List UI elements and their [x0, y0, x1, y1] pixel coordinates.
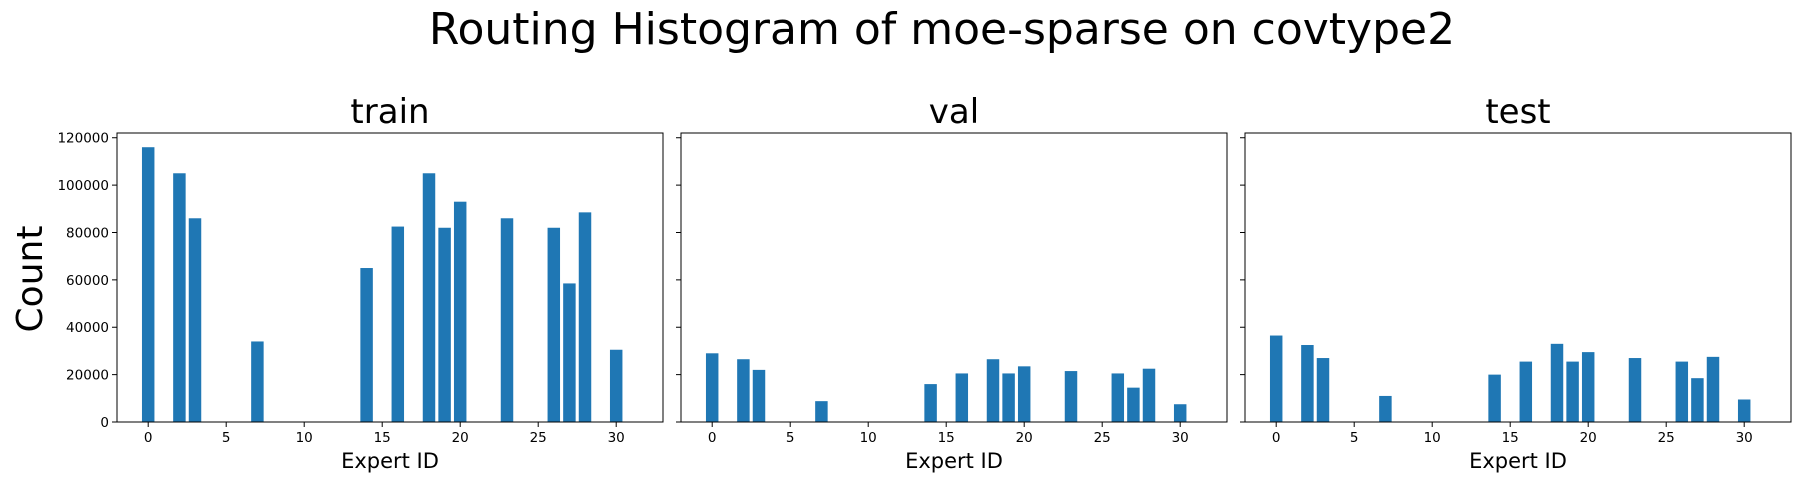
panel-title: test: [1485, 92, 1550, 132]
x-tick-label: 0: [708, 430, 717, 446]
x-axis-label: Expert ID: [1469, 449, 1567, 473]
bar-expert-26: [547, 227, 561, 422]
x-axis-label: Expert ID: [905, 449, 1003, 473]
x-tick-label: 10: [860, 430, 877, 446]
y-tick-label: 40000: [66, 320, 109, 336]
bar-expert-0: [141, 147, 155, 422]
panel-train: train 0 5 10 15 20 25 30 Expert ID 0 20000 40000 600…: [57, 92, 664, 473]
figure-title: Routing Histogram of moe-sparse on covty…: [429, 4, 1455, 55]
x-axis-label: Expert ID: [341, 449, 439, 473]
x-tick-label: 15: [374, 430, 391, 446]
y-tick-label: 60000: [66, 273, 109, 289]
x-tick-label: 25: [1658, 430, 1675, 446]
bar-expert-7: [251, 341, 264, 422]
panel-test: test 0 5 10 15 20 25 30 Expert ID: [1240, 92, 1792, 473]
y-tick-label: 0: [100, 415, 109, 431]
x-tick-label: 5: [1350, 430, 1359, 446]
x-tick-label: 10: [296, 430, 313, 446]
x-tick-label: 5: [786, 430, 795, 446]
bar-expert-16: [955, 373, 969, 422]
panel-title: train: [350, 92, 429, 132]
y-axis: [676, 137, 681, 423]
bar-expert-2: [1301, 345, 1314, 422]
bar-expert-14: [924, 384, 937, 422]
bar-expert-19: [438, 227, 451, 422]
bar-expert-3: [188, 218, 202, 422]
y-tick-label: 120000: [57, 131, 109, 147]
x-tick-label: 30: [608, 430, 625, 446]
bars: [141, 147, 623, 422]
x-tick-label: 0: [1272, 430, 1281, 446]
plot-frame: [116, 132, 664, 423]
panels: train 0 5 10 15 20 25 30 Expert ID 0 20000 40000 600…: [57, 92, 1792, 473]
x-tick-label: 20: [1580, 430, 1597, 446]
x-tick-label: 30: [1172, 430, 1189, 446]
bar-expert-2: [737, 359, 750, 422]
panel-title: val: [929, 92, 979, 132]
y-axis-label: Count: [10, 226, 51, 333]
bar-expert-16: [1519, 361, 1533, 422]
bar-expert-20: [453, 201, 467, 422]
bar-expert-30: [1173, 404, 1187, 422]
y-tick-label: 80000: [66, 225, 109, 241]
bar-expert-27: [1691, 378, 1704, 422]
y-axis: 0 20000 40000 60000 80000 100000 120000: [57, 131, 117, 431]
x-tick-label: 15: [1502, 430, 1519, 446]
x-tick-label: 25: [530, 430, 547, 446]
bar-expert-16: [391, 226, 405, 422]
bar-expert-18: [422, 173, 436, 422]
bar-expert-3: [752, 369, 766, 422]
bar-expert-20: [1581, 352, 1595, 422]
bar-expert-7: [815, 401, 828, 422]
bar-expert-28: [1706, 356, 1720, 422]
bar-expert-3: [1316, 358, 1330, 422]
x-tick-label: 15: [938, 430, 955, 446]
bar-expert-0: [705, 353, 719, 422]
bar-expert-14: [1488, 374, 1501, 422]
plot-frame: [1244, 132, 1792, 423]
y-tick-label: 100000: [57, 178, 109, 194]
x-tick-label: 5: [222, 430, 231, 446]
bar-expert-0: [1269, 335, 1283, 422]
x-axis: 0 5 10 15 20 25 30: [144, 422, 625, 446]
bar-expert-18: [986, 359, 1000, 422]
x-tick-label: 20: [1016, 430, 1033, 446]
x-tick-label: 25: [1094, 430, 1111, 446]
bar-expert-19: [1566, 361, 1579, 422]
bar-expert-2: [173, 173, 186, 422]
bar-expert-23: [1064, 371, 1078, 422]
y-axis: [1240, 137, 1245, 423]
bar-expert-18: [1550, 343, 1564, 422]
bar-expert-14: [360, 268, 373, 422]
bar-expert-23: [500, 218, 514, 422]
x-axis: 0 5 10 15 20 25 30: [1272, 422, 1753, 446]
x-tick-label: 10: [1424, 430, 1441, 446]
bar-expert-7: [1379, 395, 1392, 422]
bar-expert-30: [1737, 399, 1751, 422]
bar-expert-23: [1628, 358, 1642, 422]
x-tick-label: 20: [452, 430, 469, 446]
bar-expert-26: [1675, 361, 1689, 422]
x-tick-label: 0: [144, 430, 153, 446]
bar-expert-28: [578, 212, 592, 422]
bar-expert-28: [1142, 368, 1156, 422]
bars: [705, 353, 1187, 422]
bar-expert-30: [609, 349, 623, 422]
bar-expert-20: [1017, 366, 1031, 422]
bar-expert-27: [1127, 387, 1140, 422]
bar-expert-26: [1111, 373, 1125, 422]
panel-val: val 0 5 10 15 20 25 30 Expert ID: [676, 92, 1228, 473]
x-tick-label: 30: [1736, 430, 1753, 446]
x-axis: 0 5 10 15 20 25 30: [708, 422, 1189, 446]
bars: [1269, 335, 1751, 422]
bar-expert-19: [1002, 373, 1015, 422]
bar-expert-27: [563, 283, 576, 422]
y-tick-label: 20000: [66, 368, 109, 384]
plot-frame: [680, 132, 1228, 423]
